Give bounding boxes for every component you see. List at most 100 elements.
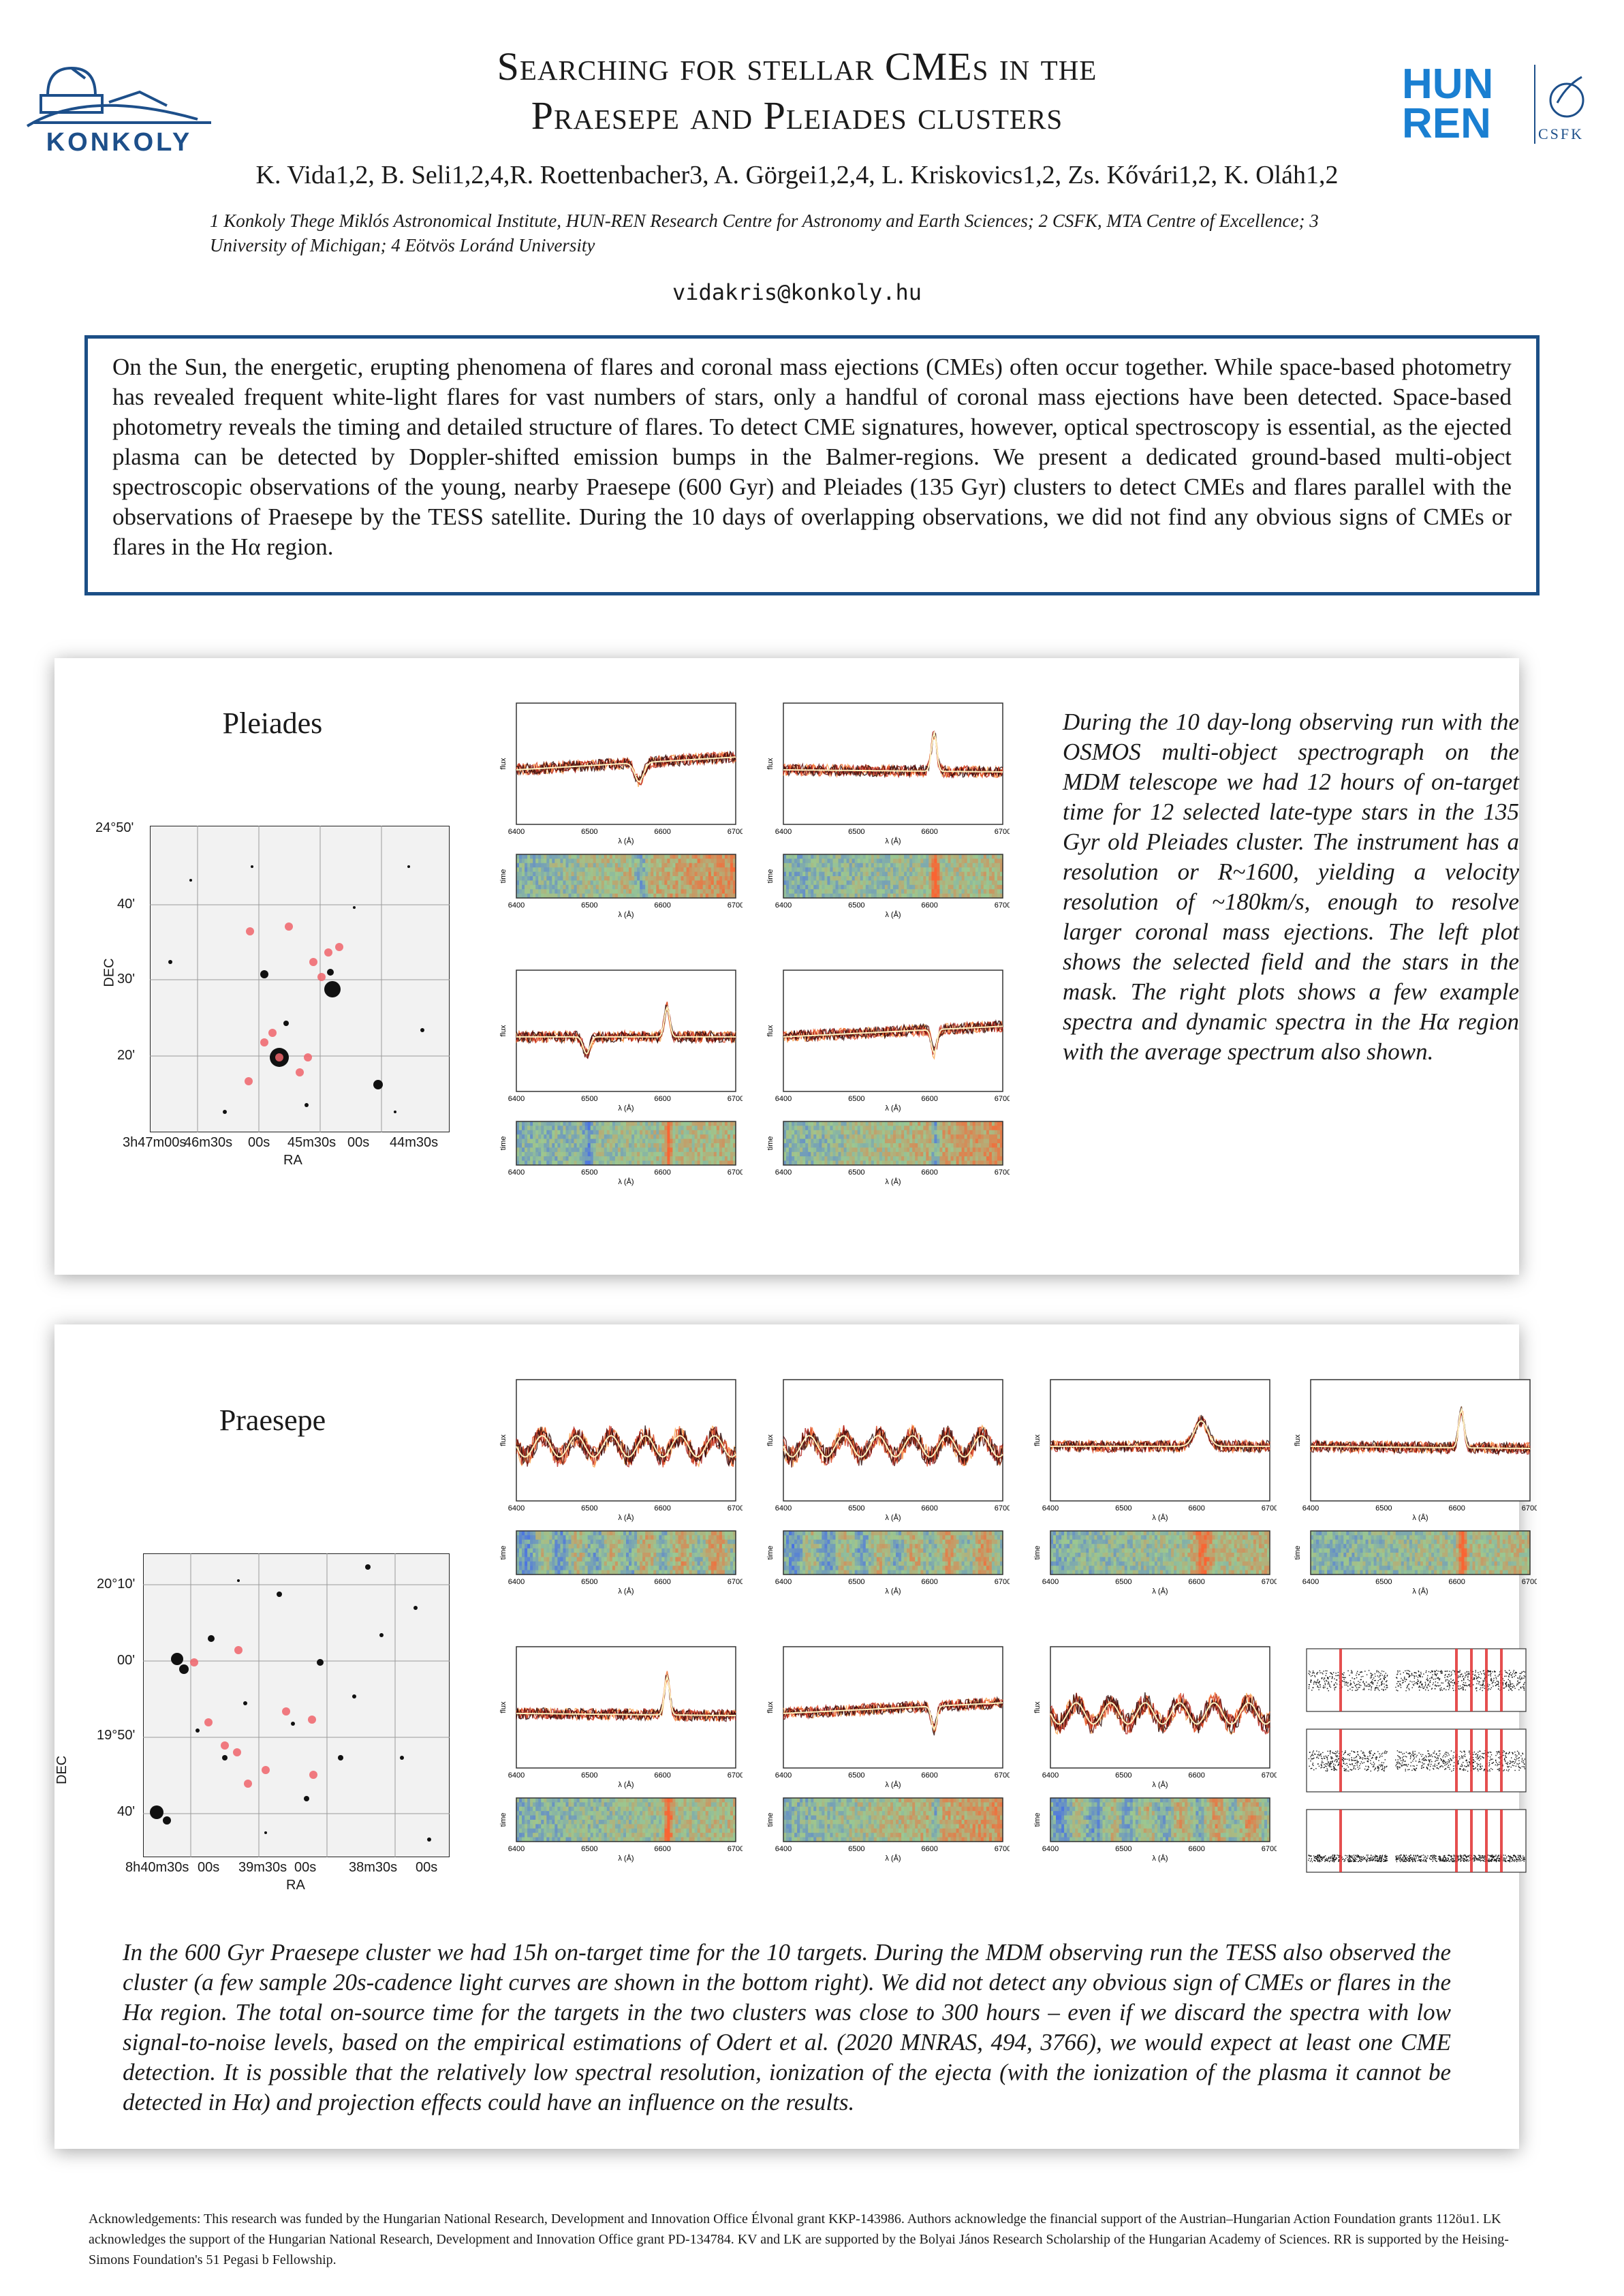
spectrum-figure: flux 6400 6500 6600 6700 λ (Å) time 6400 6500 660… (499, 1646, 744, 1863)
flux-axis-label: flux (1033, 1701, 1042, 1713)
flux-axis-label: flux (766, 1701, 775, 1713)
wavelength-tick: 6600 (654, 828, 670, 836)
map-xtick: 46m30s (184, 1135, 233, 1150)
pleiades-description: During the 10 day-long observing run wit… (1063, 709, 1519, 1065)
wavelength-tick: 6500 (1115, 1578, 1131, 1586)
wavelength-axis-label: λ (Å) (885, 1177, 901, 1186)
wavelength-tick: 6500 (581, 1095, 597, 1103)
map-ytick: 20°10' (97, 1577, 136, 1592)
wavelength-tick: 6400 (775, 1771, 792, 1780)
wavelength-tick: 6600 (654, 901, 670, 910)
spectrum-figure: flux 6400 6500 6600 6700 λ (Å) time 6400 6500 660… (1033, 1646, 1278, 1863)
wavelength-tick: 6700 (1262, 1771, 1277, 1780)
pleiades-star-field (150, 826, 450, 1132)
affiliations: 1 Konkoly Thege Miklós Astronomical Inst… (210, 211, 1319, 255)
csfk-emblem-icon (1549, 76, 1584, 118)
wavelength-axis-label: λ (Å) (1412, 1587, 1428, 1596)
wavelength-tick: 6600 (921, 901, 937, 910)
wavelength-tick: 6700 (728, 1095, 743, 1103)
time-axis-label: time (1294, 1546, 1302, 1560)
map-ytick: 40' (117, 897, 136, 912)
wavelength-tick: 6500 (581, 901, 597, 910)
wavelength-tick: 6400 (775, 901, 792, 910)
wavelength-axis-label: λ (Å) (618, 1587, 634, 1596)
wavelength-tick: 6700 (728, 1845, 743, 1853)
wavelength-tick: 6500 (581, 828, 597, 836)
wavelength-tick: 6700 (995, 901, 1010, 910)
wavelength-axis-label: λ (Å) (618, 1104, 634, 1113)
wavelength-tick: 6400 (1042, 1845, 1059, 1853)
wavelength-axis-label: λ (Å) (1152, 1854, 1168, 1863)
tess-light-curves (1306, 1648, 1527, 1873)
konkoly-logo-text: KONKOLY (46, 128, 193, 157)
wavelength-axis-label: λ (Å) (618, 1854, 634, 1863)
wavelength-tick: 6600 (1188, 1578, 1204, 1586)
spectrum-plot: flux 6400 6500 6600 6700 λ (Å) time 6400 6500 660… (497, 1376, 744, 1624)
flux-axis-label: flux (1294, 1434, 1302, 1446)
abstract-box: On the Sun, the energetic, erupting phen… (84, 335, 1540, 595)
wavelength-tick: 6500 (581, 1845, 597, 1853)
contact-email[interactable]: vidakris@konkoly.hu (672, 279, 922, 305)
praesepe-spectra-grid: flux 6400 6500 6600 6700 λ (Å) time 6400 6500 660… (497, 1376, 1538, 1893)
hunren-logo-line2: REN (1402, 100, 1491, 147)
spectrum-plot: flux 6400 6500 6600 6700 λ (Å) time 6400 6500 660… (497, 1643, 744, 1891)
wavelength-tick: 6400 (508, 1095, 525, 1103)
observatory-icon (26, 66, 211, 127)
spectrum-figure: flux 6400 6500 6600 6700 λ (Å) time 6400 6500 660… (499, 969, 744, 1186)
spectrum-figure: flux 6400 6500 6600 6700 λ (Å) time 6400 6500 660… (766, 1646, 1011, 1863)
wavelength-tick: 6700 (995, 1845, 1010, 1853)
time-axis-label: time (766, 1813, 775, 1827)
spectrum-plot: flux 6400 6500 6600 6700 λ (Å) time 6400 6500 660… (764, 966, 1011, 1214)
wavelength-tick: 6500 (848, 828, 864, 836)
praesepe-star-field (143, 1553, 450, 1857)
wavelength-tick: 6400 (508, 1771, 525, 1780)
wavelength-tick: 6400 (775, 1095, 792, 1103)
wavelength-axis-label: λ (Å) (1412, 1513, 1428, 1522)
praesepe-description: In the 600 Gyr Praesepe cluster we had 1… (123, 1939, 1451, 2115)
map-ytick: 20' (117, 1048, 136, 1063)
wavelength-tick: 6400 (508, 1578, 525, 1586)
wavelength-axis-label: λ (Å) (618, 1177, 634, 1186)
map-ytick: 24°50' (95, 820, 134, 835)
spectrum-plot: flux 6400 6500 6600 6700 λ (Å) time 6400 6500 660… (764, 1643, 1011, 1891)
time-axis-label: time (499, 1813, 507, 1827)
wavelength-tick: 6700 (728, 828, 743, 836)
wavelength-tick: 6700 (995, 1168, 1010, 1177)
pleiades-spectra-grid: flux 6400 6500 6600 6700 λ (Å) time 6400 6500 660… (497, 699, 1015, 1244)
wavelength-tick: 6700 (995, 828, 1010, 836)
pleiades-field-map: DEC RA 24°50' 40' 30' 20' 3h47m00s 46m30… (54, 658, 463, 1176)
wavelength-tick: 6600 (654, 1168, 670, 1177)
wavelength-axis-label: λ (Å) (618, 1780, 634, 1789)
map-xtick: 00s (416, 1860, 438, 1875)
pleiades-panel: Pleiades DEC RA 24°50' 40' 30' 20' 3h47m… (54, 658, 1519, 1275)
wavelength-tick: 6700 (728, 1771, 743, 1780)
wavelength-tick: 6700 (728, 1168, 743, 1177)
wavelength-tick: 6400 (775, 828, 792, 836)
praesepe-title: Praesepe (219, 1403, 326, 1437)
map-x-label: RA (283, 1153, 302, 1168)
wavelength-axis-label: λ (Å) (618, 910, 634, 919)
wavelength-tick: 6400 (775, 1504, 792, 1512)
spectrum-figure: flux 6400 6500 6600 6700 λ (Å) time 6400 6500 660… (499, 1379, 744, 1596)
wavelength-tick: 6500 (581, 1168, 597, 1177)
wavelength-tick: 6700 (728, 1504, 743, 1512)
wavelength-tick: 6400 (1042, 1771, 1059, 1780)
wavelength-tick: 6500 (848, 901, 864, 910)
map-ytick: 40' (117, 1804, 136, 1819)
time-axis-label: time (1033, 1813, 1042, 1827)
wavelength-tick: 6400 (508, 901, 525, 910)
flux-axis-label: flux (766, 758, 775, 770)
flux-axis-label: flux (1033, 1434, 1042, 1446)
map-xtick: 00s (294, 1860, 317, 1875)
wavelength-tick: 6400 (1042, 1578, 1059, 1586)
wavelength-tick: 6500 (848, 1168, 864, 1177)
wavelength-tick: 6600 (1448, 1578, 1465, 1586)
spectrum-plot: flux 6400 6500 6600 6700 λ (Å) time 6400 6500 660… (764, 699, 1011, 947)
wavelength-tick: 6400 (1302, 1578, 1319, 1586)
wavelength-axis-label: λ (Å) (885, 910, 901, 919)
wavelength-tick: 6400 (508, 1168, 525, 1177)
wavelength-tick: 6400 (775, 1845, 792, 1853)
wavelength-tick: 6600 (654, 1771, 670, 1780)
wavelength-tick: 6500 (1375, 1578, 1392, 1586)
spectrum-plot: flux 6400 6500 6600 6700 λ (Å) time 6400 6500 660… (1292, 1376, 1538, 1624)
